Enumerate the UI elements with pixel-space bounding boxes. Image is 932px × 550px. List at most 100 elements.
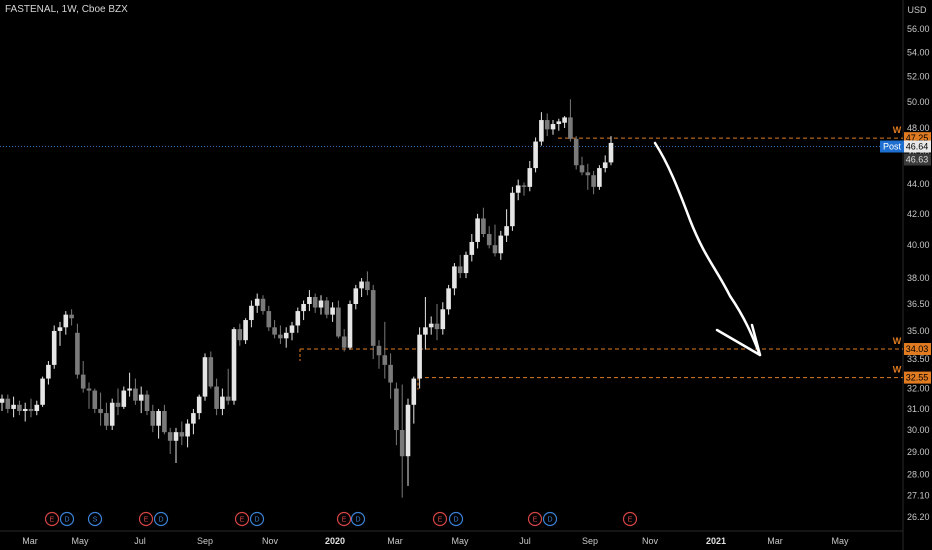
candle-body xyxy=(0,398,5,403)
candle-body xyxy=(608,142,614,163)
candle-body xyxy=(121,390,127,407)
candle-body xyxy=(457,266,463,274)
candle-body xyxy=(231,329,237,401)
candle-body xyxy=(185,423,190,437)
candle-body xyxy=(515,185,521,193)
candle-body xyxy=(237,329,243,341)
x-tick-label: Jul xyxy=(519,536,531,546)
event-marker[interactable] xyxy=(432,511,448,527)
y-tick-label: 31.00 xyxy=(907,404,930,414)
x-tick-label: May xyxy=(71,536,89,546)
x-tick-label: 2020 xyxy=(325,536,345,546)
candle-body xyxy=(156,411,161,426)
event-marker[interactable] xyxy=(153,511,169,527)
candle-body xyxy=(144,394,150,412)
candle-body xyxy=(475,218,480,242)
candle-body xyxy=(521,185,527,187)
event-marker[interactable] xyxy=(542,511,558,527)
event-marker-label: E xyxy=(438,517,443,524)
last-price-tag xyxy=(904,140,931,153)
y-tick-label: 35.00 xyxy=(907,326,930,336)
prev-price-tag xyxy=(904,153,931,166)
candle-body xyxy=(138,394,144,401)
event-marker[interactable] xyxy=(350,511,366,527)
event-marker[interactable] xyxy=(87,511,103,527)
candle-body xyxy=(568,117,573,139)
y-tick-label: 44.00 xyxy=(907,179,930,189)
candle-body xyxy=(63,314,69,328)
candle-body xyxy=(423,327,428,335)
support-resistance-levels: W W W xyxy=(299,125,903,390)
event-marker[interactable] xyxy=(44,511,60,527)
x-tick-label: 2021 xyxy=(706,536,726,546)
x-tick-label: Mar xyxy=(387,536,403,546)
candle-body xyxy=(359,281,364,289)
price-axis[interactable]: USD 56.0054.0052.0050.0048.0046.0044.004… xyxy=(907,5,930,522)
x-tick-label: Mar xyxy=(767,536,783,546)
candle-body xyxy=(17,404,22,412)
x-tick-label: Sep xyxy=(197,536,213,546)
candle-body xyxy=(278,334,283,339)
event-marker[interactable] xyxy=(234,511,250,527)
time-axis[interactable]: Mar May Jul Sep Nov 2020 Mar May Jul Sep Nov 2021 Ma… xyxy=(22,536,849,546)
event-marker-label: E xyxy=(50,517,55,524)
candle-body xyxy=(162,411,167,433)
projection-arrow-shaft xyxy=(653,141,762,357)
level-marker: W xyxy=(893,336,902,346)
candle-body xyxy=(318,300,324,308)
event-marker[interactable] xyxy=(336,511,352,527)
event-marker-label: E xyxy=(240,517,245,524)
candle-body xyxy=(283,332,289,339)
event-marker[interactable] xyxy=(622,511,638,527)
candle-body xyxy=(301,304,306,312)
candle-body xyxy=(69,314,74,319)
candle-body xyxy=(28,408,34,412)
candle-body xyxy=(376,345,382,356)
post-market-tag xyxy=(880,140,904,153)
candle-body xyxy=(307,296,312,305)
chart-title: FASTENAL, 1W, Cboe BZX xyxy=(5,4,128,15)
event-marker-label: S xyxy=(93,517,98,524)
event-marker[interactable] xyxy=(59,511,75,527)
candle-body xyxy=(202,357,208,397)
candle-body xyxy=(469,241,475,255)
y-tick-label: 26.20 xyxy=(907,512,930,522)
candle-body xyxy=(510,192,515,227)
candle-body xyxy=(150,411,156,426)
event-marker[interactable] xyxy=(249,511,265,527)
y-tick-label: 33.50 xyxy=(907,354,930,364)
candle-body xyxy=(214,386,219,409)
projection-arrow xyxy=(653,141,762,357)
level-price-tag-label: 34.03 xyxy=(906,344,929,354)
post-market-tag-label: Post xyxy=(883,142,902,152)
y-tick-label: 32.00 xyxy=(907,384,930,394)
candle-body xyxy=(5,398,11,409)
candle-body xyxy=(266,311,272,328)
event-marker-label: E xyxy=(342,517,347,524)
x-tick-label: May xyxy=(451,536,469,546)
event-marker-label: D xyxy=(547,517,552,524)
candle-body xyxy=(92,390,98,409)
candle-body xyxy=(295,311,301,326)
candle-body xyxy=(179,432,185,437)
candle-body xyxy=(272,327,277,335)
x-tick-label: Nov xyxy=(262,536,279,546)
candle-body xyxy=(133,388,138,401)
candle-body xyxy=(498,235,504,254)
candle-body xyxy=(597,168,602,187)
candle-body xyxy=(40,378,45,405)
event-marker[interactable] xyxy=(138,511,154,527)
projection-arrow-head xyxy=(715,323,762,357)
candle-body xyxy=(225,396,231,401)
event-marker[interactable] xyxy=(527,511,543,527)
candle-body xyxy=(341,336,347,348)
event-marker[interactable] xyxy=(448,511,464,527)
y-tick-label: 29.00 xyxy=(907,447,930,457)
candle-body xyxy=(481,218,486,235)
candle-body xyxy=(602,162,608,169)
event-marker-label: D xyxy=(453,517,458,524)
candle-body xyxy=(440,309,446,330)
candle-body xyxy=(428,323,434,328)
